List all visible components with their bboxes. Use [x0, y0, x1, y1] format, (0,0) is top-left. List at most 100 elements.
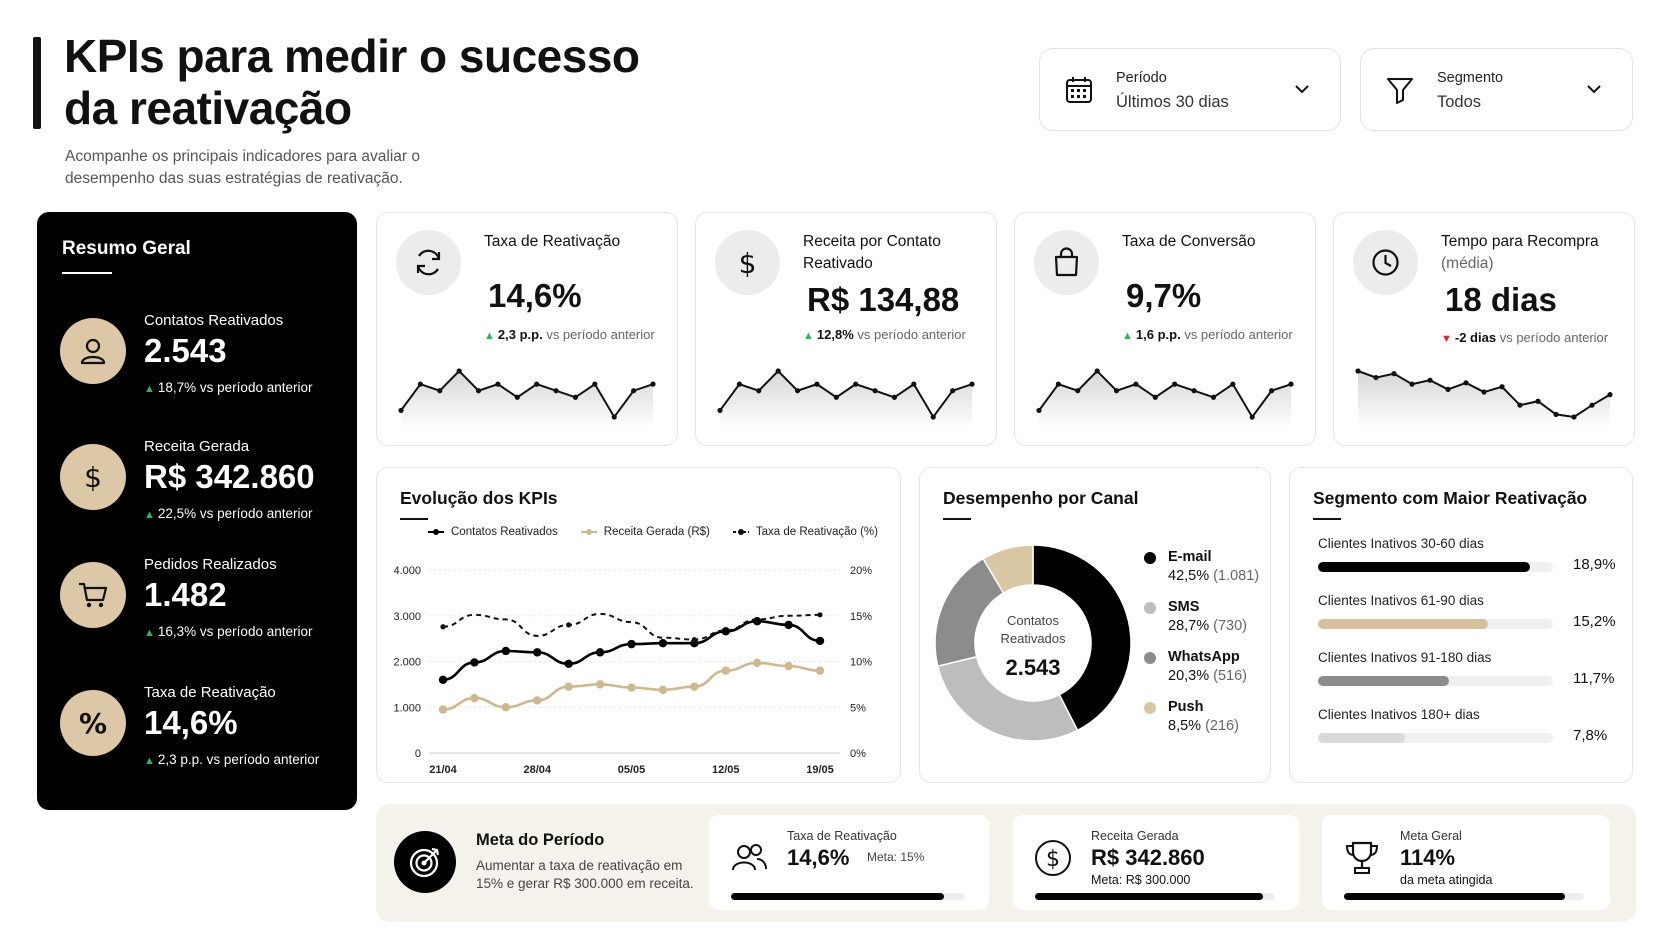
sparkline-point	[1288, 381, 1294, 387]
channel-legend-item: SMS 28,7% (730)	[1144, 598, 1248, 636]
sparkline-point	[1481, 389, 1487, 395]
donut-slice	[936, 655, 1079, 742]
kpi-delta: ▼ -2 dias vs período anterior	[1441, 330, 1609, 345]
channel-value: 20,3% (516)	[1168, 668, 1248, 684]
summary-item-value: 2.543	[144, 332, 227, 369]
kpi-icon-circle	[1353, 230, 1418, 295]
dollar-icon: $	[739, 247, 757, 279]
legend-dot	[1144, 652, 1156, 664]
series-line	[442, 619, 821, 682]
series-point	[470, 658, 479, 667]
goal-progress-fill	[1344, 893, 1565, 900]
legend-label: Receita Gerada (R$)	[603, 526, 710, 538]
y-right-tick-label: 15%	[850, 611, 872, 623]
filter-icon	[1387, 78, 1413, 104]
x-tick-label: 28/04	[523, 764, 551, 776]
svg-text:%: %	[79, 707, 107, 739]
summary-item-orders: Pedidos Realizados 1.482 ▲ 16,3% vs perío…	[60, 556, 350, 646]
sparkline-point	[1607, 392, 1613, 398]
segment-filter-value: Todos	[1437, 93, 1482, 111]
segment-filter-label: Segmento	[1437, 70, 1504, 86]
series-point	[658, 685, 668, 695]
sparkline-point	[1172, 381, 1178, 387]
sparkline-point	[553, 388, 559, 394]
kpi-delta: ▲ 2,3 p.p. vs período anterior	[484, 327, 655, 342]
summary-item-value: 1.482	[144, 576, 227, 613]
svg-text:$: $	[84, 461, 102, 493]
sparkline-point	[911, 381, 917, 387]
legend-label: Taxa de Reativação (%)	[755, 526, 878, 538]
goal-section: Meta do Período Aumentar a taxa de reati…	[376, 804, 1636, 922]
summary-item-value: 14,6%	[144, 704, 238, 741]
panel-title-underline	[943, 518, 971, 520]
goal-card-value: 114%	[1400, 845, 1456, 870]
sparkline-point	[794, 388, 801, 394]
series-point	[533, 648, 542, 657]
sparkline-point	[437, 388, 443, 394]
goal-card-note: Meta: 15%	[867, 850, 925, 864]
sparkline-point	[1571, 414, 1577, 420]
title-accent-bar	[33, 37, 41, 129]
series-point	[501, 646, 511, 656]
donut-slice	[1032, 544, 1132, 732]
series-point	[784, 661, 793, 671]
chevron-down-icon	[1295, 85, 1309, 94]
period-filter-label: Período	[1116, 70, 1167, 86]
period-filter-dropdown[interactable]: Período Últimos 30 dias	[1039, 48, 1341, 131]
x-tick-label: 05/05	[618, 764, 646, 776]
segment-value: 11,7%	[1573, 670, 1615, 687]
goal-title: Meta do Período	[476, 831, 605, 849]
kpi-sparkline	[717, 368, 975, 429]
goal-progress-track	[1035, 893, 1275, 900]
segment-value: 18,9%	[1573, 556, 1616, 573]
goal-progress-fill	[731, 893, 944, 900]
channel-value: 42,5% (1.081)	[1168, 568, 1260, 584]
channel-value: 28,7% (730)	[1168, 618, 1248, 634]
kpi-sparkline	[1355, 368, 1613, 429]
sparkline-point	[1517, 402, 1523, 408]
panel-title: Evolução dos KPIs	[400, 488, 558, 508]
sparkline-point	[1036, 407, 1042, 414]
sparkline-point	[475, 388, 482, 394]
legend-dot	[1144, 602, 1156, 614]
kpi-value: 14,6%	[488, 277, 582, 314]
series-point	[627, 639, 636, 649]
panel-title: Desempenho por Canal	[943, 488, 1139, 508]
sparkline-point	[717, 407, 723, 414]
series-point	[566, 622, 572, 628]
donut-center-label: Reativados	[1000, 631, 1066, 646]
kpi-card-repurchase-time: Tempo para Recompra (média) 18 dias ▼ -2 d…	[1333, 212, 1635, 446]
segment-value: 7,8%	[1573, 727, 1608, 744]
trend-up-icon: ▲	[484, 330, 495, 342]
segment-filter-dropdown[interactable]: Segmento Todos	[1360, 48, 1633, 131]
segment-panel: Segmento com Maior Reativação Clientes I…	[1289, 467, 1633, 783]
segment-label: Clientes Inativos 61-90 dias	[1318, 593, 1484, 608]
channel-legend-item: WhatsApp 20,3% (516)	[1144, 648, 1248, 686]
sparkline-point	[631, 388, 637, 394]
sparkline-point	[650, 381, 656, 387]
series-point	[690, 682, 699, 691]
sparkline-point	[592, 381, 598, 387]
trend-up-icon: ▲	[144, 755, 155, 767]
sparkline-line	[400, 369, 654, 419]
summary-item-contacts: Contatos Reativados 2.543 ▲ 18,7% vs perí…	[60, 312, 350, 402]
goal-description: Aumentar a taxa de reativação em 15% e g…	[476, 858, 694, 891]
segment-item: Clientes Inativos 91-180 dias 11,7%	[1318, 650, 1614, 687]
kpi-delta: ▲ 12,8% vs período anterior	[803, 327, 966, 342]
kpi-title: Receita por Contato Reativado	[803, 233, 941, 272]
y-right-tick-label: 10%	[850, 657, 872, 669]
kpi-value: 18 dias	[1445, 281, 1557, 318]
channel-value: 8,5% (216)	[1168, 718, 1239, 734]
sparkline-point	[853, 381, 859, 387]
percent-icon: %	[79, 707, 107, 739]
series-point	[784, 620, 793, 630]
sparkline-point	[1535, 398, 1541, 404]
segment-bar-track	[1318, 733, 1553, 743]
y-right-tick-label: 5%	[850, 702, 866, 714]
segment-value: 15,2%	[1573, 613, 1616, 630]
summary-item-label: Taxa de Reativação	[144, 684, 276, 701]
legend-swatch	[428, 529, 444, 535]
goal-card-note: Meta: R$ 300.000	[1091, 873, 1191, 887]
sparkline-area	[1039, 371, 1291, 429]
summary-title-underline	[62, 272, 112, 274]
